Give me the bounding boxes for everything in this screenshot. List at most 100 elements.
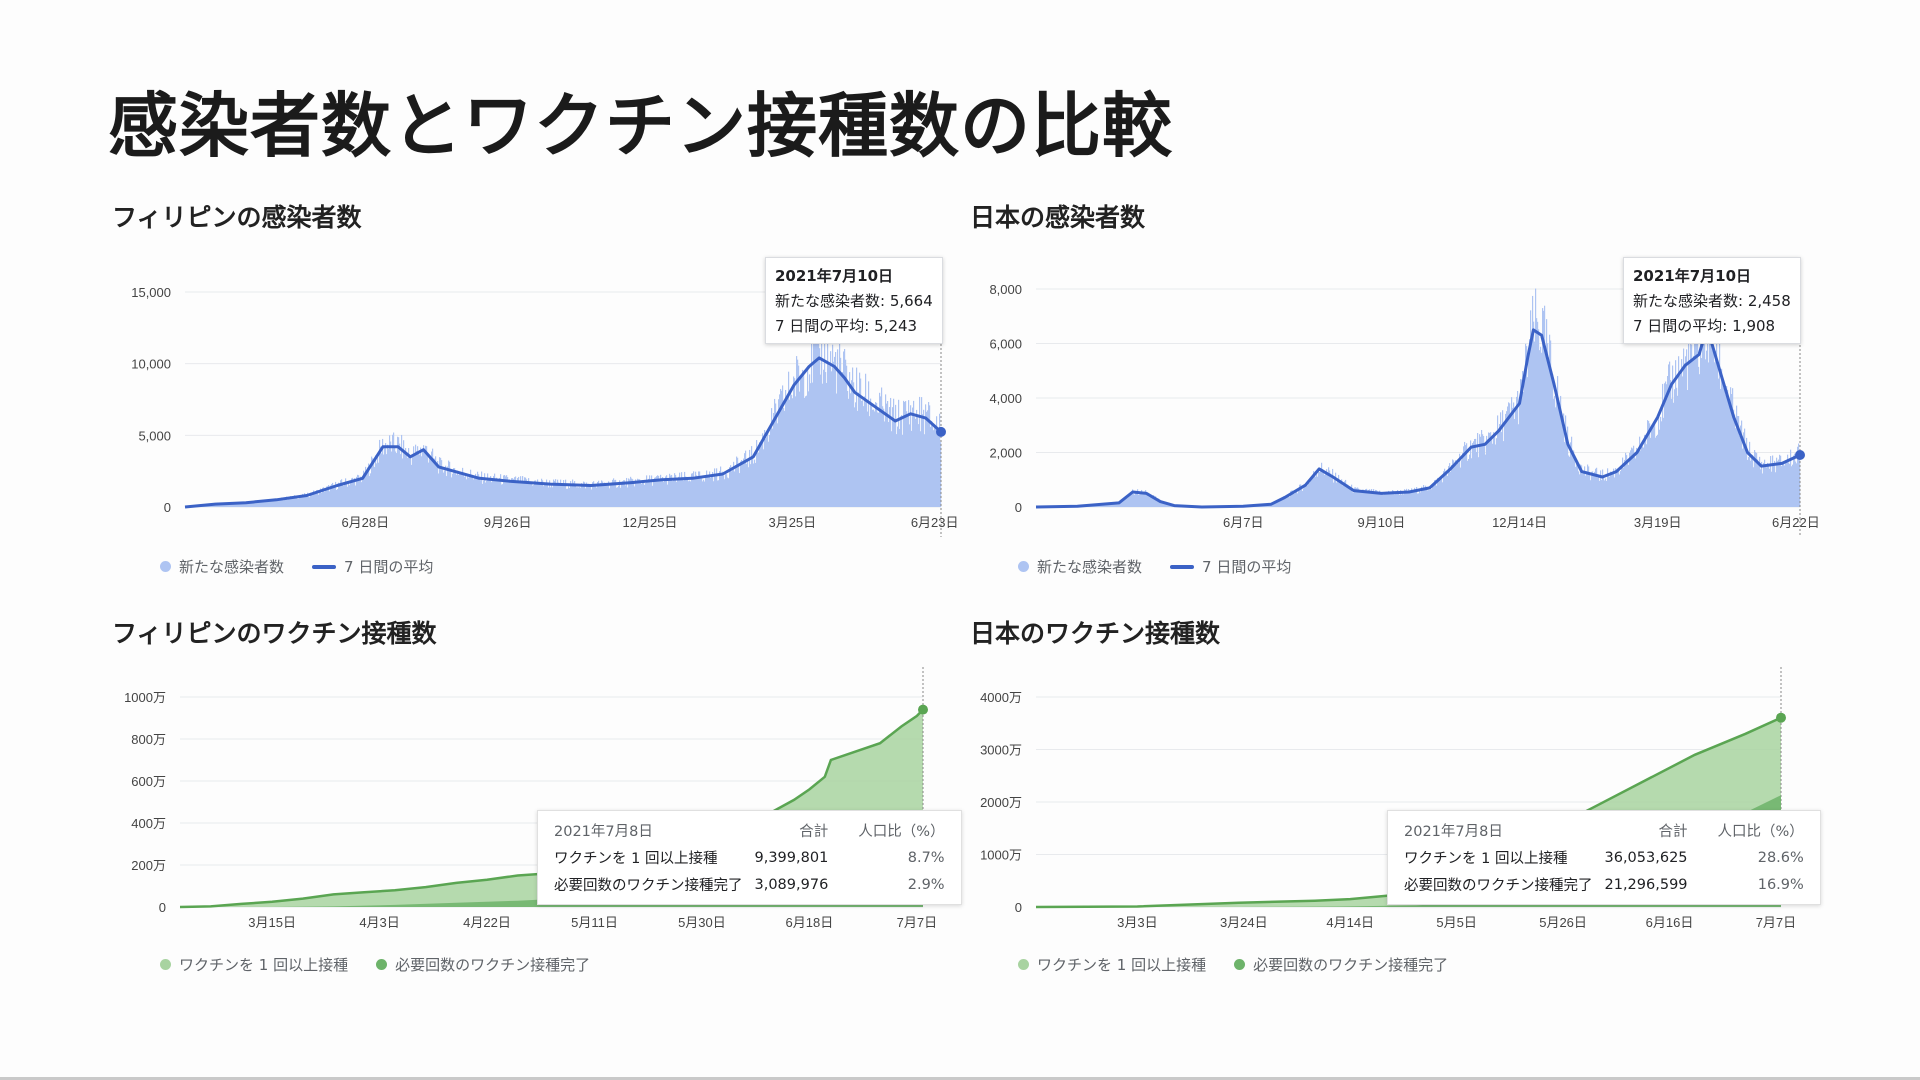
daily-bar	[538, 483, 540, 507]
daily-bar	[830, 351, 832, 507]
daily-bar	[634, 486, 636, 507]
daily-bar	[531, 481, 533, 507]
daily-bar	[1575, 466, 1577, 507]
legend-item-dose1[interactable]: ワクチンを 1 回以上接種	[1018, 954, 1206, 975]
daily-bar	[573, 482, 575, 507]
legend-item-new-cases[interactable]: 新たな感染者数	[1018, 556, 1142, 577]
daily-bar	[1390, 493, 1392, 507]
chart-legend: ワクチンを 1 回以上接種 必要回数のワクチン接種完了	[160, 954, 590, 975]
daily-bar	[1139, 494, 1141, 507]
daily-bar	[1613, 468, 1615, 507]
daily-bar	[940, 442, 942, 507]
daily-bar	[791, 394, 793, 507]
x-tick-label: 4月14日	[1326, 915, 1374, 930]
daily-bar	[482, 483, 484, 507]
daily-bar	[703, 479, 705, 507]
jp-cases-chart[interactable]: 0 2,000 4,000 6,000 8,000 6月7日 9月10日 12月14日 3月19…	[968, 198, 1820, 578]
daily-bar	[1731, 394, 1733, 507]
daily-bar	[779, 394, 781, 507]
daily-bar	[1457, 462, 1459, 507]
daily-bar	[1573, 450, 1575, 507]
legend-item-avg[interactable]: 7 日間の平均	[1170, 556, 1291, 577]
daily-bar	[279, 498, 281, 507]
daily-bar	[609, 488, 611, 507]
daily-bar	[410, 455, 412, 507]
daily-bar	[499, 477, 501, 507]
daily-bar	[1627, 460, 1629, 507]
daily-bar	[625, 485, 627, 507]
daily-bar	[1449, 463, 1451, 507]
legend-item-avg[interactable]: 7 日間の平均	[312, 556, 433, 577]
daily-bar	[1790, 449, 1792, 507]
panel-title: フィリピンのワクチン接種数	[112, 619, 437, 648]
daily-bar	[244, 503, 246, 507]
daily-bar	[1611, 472, 1613, 507]
daily-bar	[1299, 484, 1301, 507]
daily-bar	[757, 452, 759, 507]
daily-bar	[1156, 499, 1158, 507]
daily-bar	[284, 498, 286, 507]
daily-bar	[433, 458, 435, 507]
panel-jp-cases: 日本の感染者数 0 2,000 4,000 6,000 8,000 6月7日 9月10日 12…	[968, 198, 1820, 608]
daily-bar	[713, 481, 715, 507]
daily-bar	[1512, 407, 1514, 507]
daily-bar	[1285, 496, 1287, 507]
legend-item-dose2[interactable]: 必要回数のワクチン接種完了	[376, 954, 590, 975]
legend-item-new-cases[interactable]: 新たな感染者数	[160, 556, 284, 577]
daily-bar	[710, 477, 712, 507]
daily-bar	[476, 476, 478, 507]
daily-bar	[404, 453, 406, 507]
daily-bar	[629, 479, 631, 507]
daily-bar	[1609, 476, 1611, 507]
daily-bar	[1100, 504, 1102, 507]
daily-bar	[1646, 444, 1648, 507]
daily-bar	[397, 436, 399, 507]
daily-bar	[701, 476, 703, 507]
daily-bar	[1441, 475, 1443, 507]
daily-bar	[1664, 383, 1666, 507]
daily-bar	[1129, 493, 1131, 507]
daily-bar	[233, 503, 235, 507]
legend-item-dose1[interactable]: ワクチンを 1 回以上接種	[160, 954, 348, 975]
daily-bar	[1564, 442, 1566, 507]
daily-bar	[646, 475, 648, 507]
daily-bar	[451, 477, 453, 507]
legend-label: 新たな感染者数	[1037, 558, 1143, 576]
daily-bar	[1546, 319, 1548, 507]
daily-bar	[220, 503, 222, 507]
row-total: 9,399,801	[754, 849, 829, 866]
daily-bar	[1318, 471, 1320, 507]
daily-bar	[497, 480, 499, 507]
daily-bar	[845, 359, 847, 507]
daily-bar	[231, 503, 233, 507]
daily-bar	[1661, 421, 1663, 507]
daily-bar	[232, 503, 234, 507]
hover-point	[1795, 450, 1805, 461]
daily-bar	[1717, 362, 1719, 507]
daily-bar	[750, 464, 752, 507]
legend-item-dose2[interactable]: 必要回数のワクチン接種完了	[1234, 954, 1448, 975]
daily-bar	[440, 457, 442, 507]
daily-bar	[1302, 491, 1304, 507]
x-tick-label: 3月19日	[1634, 515, 1682, 530]
daily-bar	[596, 487, 598, 507]
daily-bar	[1492, 443, 1494, 507]
daily-bar	[1677, 395, 1679, 507]
daily-bar	[1695, 325, 1697, 507]
daily-bar	[914, 416, 916, 507]
row-label: 必要回数のワクチン接種完了	[554, 878, 743, 894]
daily-bar	[1485, 454, 1487, 507]
daily-bar	[583, 481, 585, 507]
daily-bar	[1480, 436, 1482, 507]
daily-bar	[1773, 463, 1775, 507]
daily-bar	[285, 499, 287, 507]
daily-bar	[1149, 497, 1151, 507]
daily-bar	[260, 500, 262, 507]
daily-bar	[1499, 424, 1501, 507]
ph-cases-chart[interactable]: 0 5,000 10,000 15,000 6月28日 9月26日 12月25日 3月25日 6…	[110, 198, 959, 578]
daily-bar	[1797, 446, 1799, 507]
daily-bar	[1105, 504, 1107, 507]
daily-bar	[253, 502, 255, 507]
daily-bar	[1747, 459, 1749, 507]
daily-bar	[590, 484, 592, 507]
